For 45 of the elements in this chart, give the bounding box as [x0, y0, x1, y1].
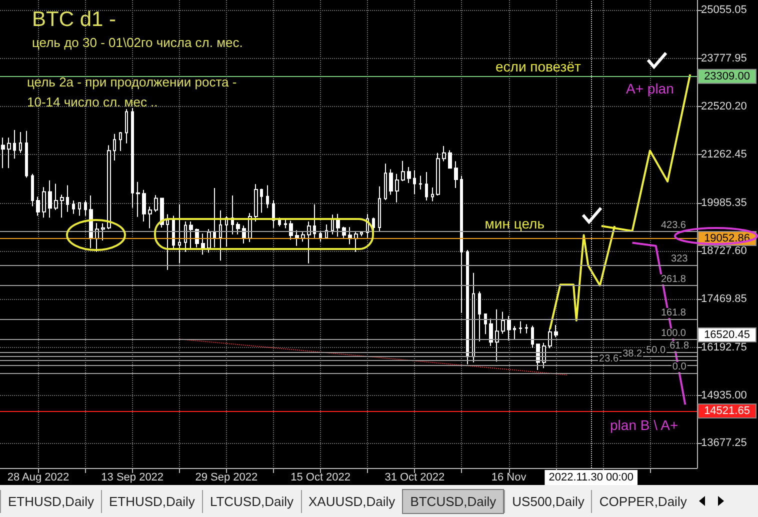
x-tick-label: 28 Aug 2022 [7, 472, 70, 484]
text: COPPER,Daily [591, 490, 694, 512]
annotation: 16520.45 [704, 328, 750, 341]
annotation: A+ plan [626, 80, 674, 96]
y-tick-label: 16192.75 [701, 341, 747, 354]
chart-title: BTC d1 - [32, 8, 116, 31]
x-tick-label: 13 Sep 2022 [101, 472, 164, 484]
x-tick-label: 15 Oct 2022 [290, 472, 351, 484]
annotation: 161.8 [660, 307, 686, 318]
annotation: 19052.86 [704, 232, 750, 244]
annotation: если повезёт [495, 58, 582, 74]
text: цель до 30 - 01\02го числа сл. мес. [32, 35, 243, 50]
annotation: 14521.65 [704, 405, 750, 418]
y-tick-label: 18727.60 [701, 244, 747, 257]
annotation: 0.0 [672, 362, 687, 373]
annotation: 61.8 [670, 340, 690, 352]
annotation: 23309.00 [704, 70, 750, 82]
ref-line-label: 2022.11.30 00:00 [548, 472, 634, 484]
text: LTCUSD,Daily [202, 490, 300, 512]
y-tick-label: 14935.00 [701, 389, 747, 402]
text: BTCUSD,Daily [402, 488, 504, 514]
annotation: plan B \ A+ [610, 417, 678, 434]
text: XAUUSD,Daily [300, 490, 402, 512]
y-tick-label: 25055.05 [701, 4, 747, 16]
annotation: 323 [671, 253, 688, 264]
x-tick-label: 16 Nov [491, 472, 527, 484]
text: US500,Daily [504, 490, 592, 512]
y-tick-label: 19985.35 [701, 196, 747, 209]
annotation: мин цель [484, 215, 545, 232]
y-tick-label: 23777.95 [701, 52, 747, 65]
y-tick-label: 17469.85 [701, 292, 747, 305]
annotation: 261.8 [660, 274, 686, 285]
annotation: 23.6 [599, 354, 619, 365]
y-tick-label: 21262.45 [701, 148, 747, 160]
x-tick-label: 29 Sep 2022 [195, 472, 258, 484]
annotation: 100.0 [660, 328, 686, 340]
annotation: 423.6 [660, 220, 686, 231]
text: ETHUSD,Daily [100, 490, 202, 512]
y-tick-label: 13677.25 [701, 437, 747, 450]
x-tick-label: 31 Oct 2022 [384, 472, 445, 484]
annotation: 38.2 [622, 348, 642, 360]
text: ETHUSD,Daily [0, 490, 101, 512]
annotation: цель 2а - при продолжении роста - 10-14 число сл. мес .. [27, 74, 237, 110]
annotation: 50.0 [646, 344, 666, 356]
y-tick-label: 22520.20 [701, 100, 747, 112]
